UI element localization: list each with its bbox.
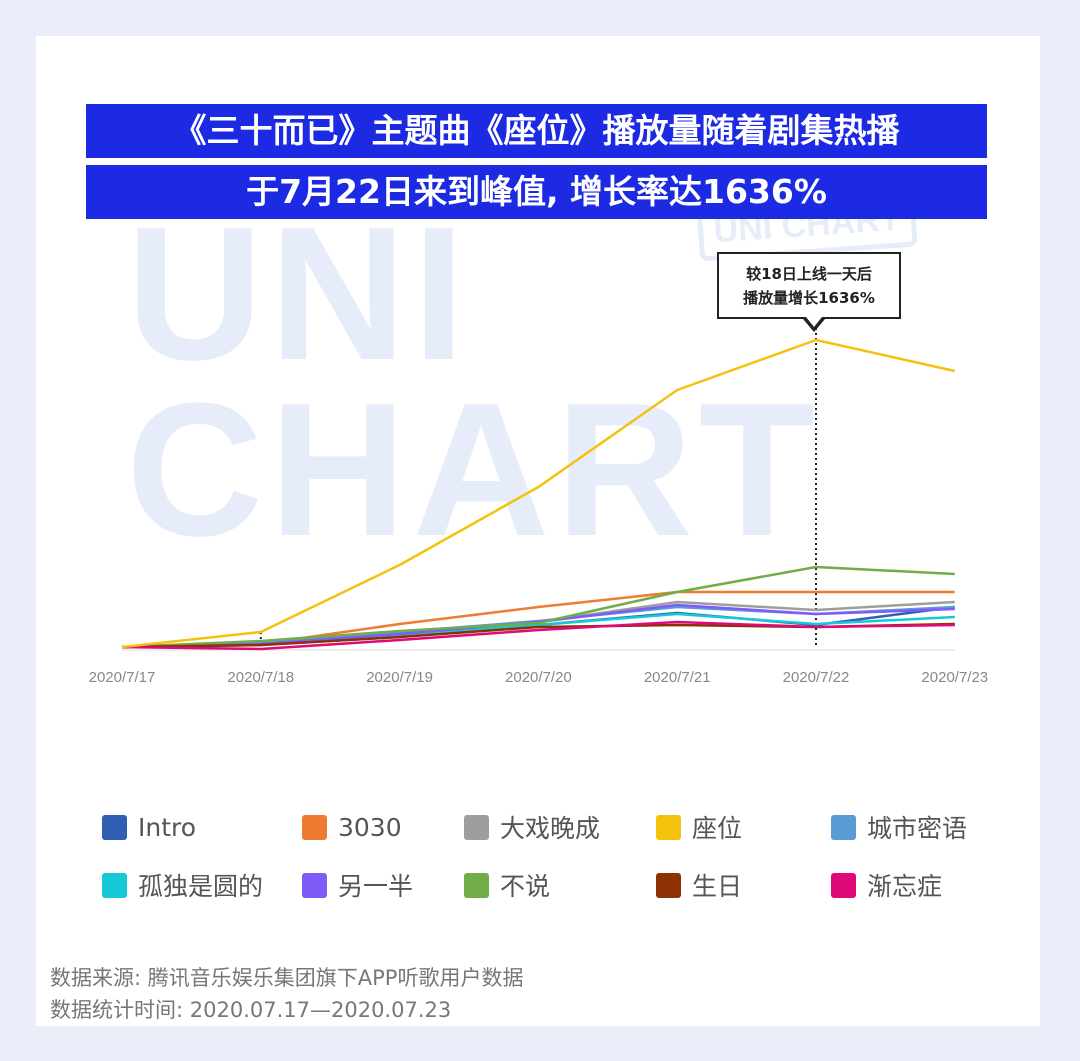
legend-label: 生日 [692, 872, 743, 901]
legend-swatch [102, 814, 127, 840]
x-tick-label: 2020/7/20 [505, 669, 572, 686]
legend-swatch [656, 814, 681, 840]
series-line-3030 [121, 590, 955, 649]
legend-item: 孤独是圆的 [102, 870, 264, 901]
series-line-渐忘症 [121, 620, 955, 651]
legend-item: 大戏晚成 [464, 812, 601, 843]
legend-swatch [302, 814, 327, 840]
line-chart: 2020/7/17 2020/7/18 2020/7/19 2020/7/20 2020… [89, 328, 988, 686]
data-period: 数据统计时间: 2020.07.17—2020.07.23 [50, 998, 452, 1022]
x-tick-label: 2020/7/19 [366, 669, 433, 686]
x-tick-label: 2020/7/18 [227, 669, 294, 686]
legend-label: 孤独是圆的 [138, 872, 264, 901]
callout-line1: 较18日上线一天后 [746, 264, 872, 283]
series-line-不说 [121, 565, 955, 649]
x-tick-label: 2020/7/22 [783, 669, 850, 686]
legend-item: 座位 [656, 812, 743, 843]
peak-callout: 较18日上线一天后 播放量增长1636% [717, 252, 901, 319]
legend-label: Intro [138, 812, 197, 842]
callout-line2: 播放量增长1636% [743, 288, 875, 307]
legend-item: 渐忘症 [831, 870, 943, 901]
callout-pointer-fill [806, 317, 822, 327]
legend-swatch [302, 872, 327, 898]
legend-swatch [464, 872, 489, 898]
data-source: 数据来源: 腾讯音乐娱乐集团旗下APP听歌用户数据 [50, 966, 524, 990]
chart-title-line1: 《三十而已》主题曲《座位》播放量随着剧集热播 [86, 104, 987, 158]
legend-label: 座位 [692, 814, 743, 843]
legend-swatch [464, 814, 489, 840]
legend-item: 另一半 [302, 870, 414, 901]
legend-item: 3030 [302, 812, 402, 842]
chart-title-line2: 于7月22日来到峰值, 增长率达1636% [86, 165, 987, 219]
legend-label: 3030 [338, 812, 402, 842]
legend-swatch [656, 872, 681, 898]
chart-card: UNI CHART UNI CHART 《三十而已》主题曲《座位》播放量随着剧集… [36, 36, 1040, 1026]
series-line-座位 [121, 338, 956, 649]
legend-swatch [102, 872, 127, 898]
legend-swatch [831, 814, 856, 840]
legend-item: 城市密语 [831, 812, 968, 843]
legend-label: 大戏晚成 [500, 814, 601, 843]
x-tick-label: 2020/7/21 [644, 669, 711, 686]
legend-label: 城市密语 [867, 814, 968, 843]
legend-item: 生日 [656, 870, 743, 901]
legend-swatch [831, 872, 856, 898]
x-tick-label: 2020/7/17 [89, 669, 156, 686]
legend-label: 另一半 [338, 872, 414, 901]
x-tick-label: 2020/7/23 [921, 669, 988, 686]
legend-label: 渐忘症 [867, 872, 943, 901]
legend-item: 不说 [464, 870, 551, 901]
legend-label: 不说 [500, 872, 551, 901]
legend-item: Intro [102, 812, 196, 842]
